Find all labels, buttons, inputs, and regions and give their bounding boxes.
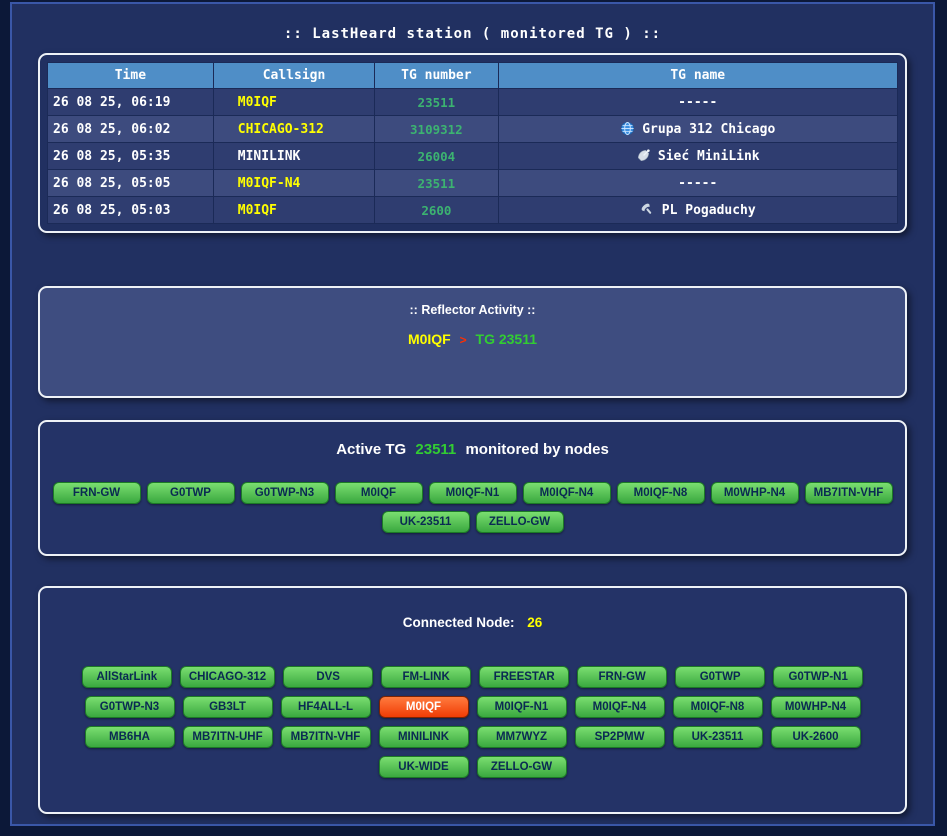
node-button-minilink[interactable]: MINILINK	[378, 726, 469, 748]
lastheard-table: Time Callsign TG number TG name 26 08 25, 0…	[47, 62, 898, 224]
cell-callsign: M0IQF	[212, 196, 376, 224]
node-button-m0iqf[interactable]: M0IQF	[334, 482, 423, 504]
cell-tg-name: Grupa 312 Chicago	[497, 115, 898, 143]
node-button-mm7wyz[interactable]: MM7WYZ	[476, 726, 567, 748]
column-header-tg-name: TG name	[497, 62, 898, 89]
cell-tg-name: Sieć MiniLink	[497, 142, 898, 170]
cell-tg-number: 2600	[374, 196, 499, 224]
column-header-callsign: Callsign	[212, 62, 376, 89]
node-button-fm-link[interactable]: FM-LINK	[381, 666, 472, 688]
connected-node-list: AllStarLink CHICAGO-312 DVS FM-LINK FREESTAR…	[50, 666, 895, 778]
satellite-icon	[636, 148, 651, 163]
table-row: 26 08 25, 05:35 MINILINK 26004 Sieć MiniLin…	[47, 142, 898, 170]
activity-arrow-icon: >	[459, 333, 467, 347]
cell-callsign: M0IQF-N4	[212, 169, 376, 197]
cell-tg-name: PL Pogaduchy	[497, 196, 898, 224]
table-row: 26 08 25, 05:03 M0IQF 2600 PL Pogaduchy	[47, 196, 898, 224]
node-button-hf4all-l[interactable]: HF4ALL-L	[280, 696, 371, 718]
node-button-uk-23511[interactable]: UK-23511	[381, 511, 470, 533]
node-button-g0twp-n3[interactable]: G0TWP-N3	[240, 482, 329, 504]
cell-callsign: M0IQF	[212, 88, 376, 116]
column-header-time: Time	[47, 62, 214, 89]
node-button-m0iqf-n1[interactable]: M0IQF-N1	[428, 482, 517, 504]
tg-name-text: Sieć MiniLink	[657, 149, 760, 164]
reflector-activity-line: M0IQF > TG 23511	[40, 331, 905, 347]
activity-target-tg: TG 23511	[475, 331, 538, 347]
node-button-frn-gw[interactable]: FRN-GW	[52, 482, 141, 504]
node-button-m0iqf-n4[interactable]: M0IQF-N4	[574, 696, 665, 718]
active-tg-panel: Active TG 23511 monitored by nodes FRN-G…	[38, 420, 907, 556]
active-tg-node-list: FRN-GW G0TWP G0TWP-N3 M0IQF M0IQF-N1 M0IQF-N4…	[48, 482, 897, 533]
node-button-zello-gw[interactable]: ZELLO-GW	[476, 756, 567, 778]
tg-name-text: PL Pogaduchy	[661, 203, 756, 218]
node-button-mb7itn-uhf[interactable]: MB7ITN-UHF	[182, 726, 273, 748]
cell-time: 26 08 25, 05:35	[47, 142, 214, 170]
table-row: 26 08 25, 06:02 CHICAGO-312 3109312 Grupa 3…	[47, 115, 898, 143]
node-button-mb7itn-vhf[interactable]: MB7ITN-VHF	[804, 482, 893, 504]
active-tg-number: 23511	[415, 441, 457, 458]
table-row: 26 08 25, 05:05 M0IQF-N4 23511 -----	[47, 169, 898, 197]
lastheard-table-body: 26 08 25, 06:19 M0IQF 23511 ----- 26 08 25, …	[47, 88, 898, 224]
node-button-zello-gw[interactable]: ZELLO-GW	[475, 511, 564, 533]
cell-tg-number: 23511	[374, 88, 499, 116]
reflector-activity-panel: :: Reflector Activity :: M0IQF > TG 2351…	[38, 286, 907, 398]
node-button-frn-gw[interactable]: FRN-GW	[577, 666, 668, 688]
active-tg-title: Active TG 23511 monitored by nodes	[48, 441, 897, 458]
connected-node-title: Connected Node: 26	[50, 615, 895, 630]
page: :: LastHeard station ( monitored TG ) ::…	[10, 2, 935, 826]
page-title: :: LastHeard station ( monitored TG ) ::	[283, 26, 662, 42]
cell-tg-name: -----	[497, 88, 898, 116]
activity-callsign: M0IQF	[407, 331, 451, 347]
cell-tg-number: 3109312	[374, 115, 499, 143]
connected-node-count: 26	[527, 615, 543, 630]
node-button-sp2pmw[interactable]: SP2PMW	[574, 726, 665, 748]
cell-time: 26 08 25, 05:05	[47, 169, 214, 197]
table-row: 26 08 25, 06:19 M0IQF 23511 -----	[47, 88, 898, 116]
cell-tg-name: -----	[497, 169, 898, 197]
connected-node-label: Connected Node:	[402, 615, 515, 630]
node-button-m0iqf[interactable]: M0IQF	[378, 696, 469, 718]
node-button-m0whp-n4[interactable]: M0WHP-N4	[770, 696, 861, 718]
cell-time: 26 08 25, 06:19	[47, 88, 214, 116]
node-button-g0twp-n1[interactable]: G0TWP-N1	[773, 666, 864, 688]
node-button-m0iqf-n4[interactable]: M0IQF-N4	[522, 482, 611, 504]
cell-callsign: CHICAGO-312	[212, 115, 376, 143]
cell-tg-number: 23511	[374, 169, 499, 197]
node-button-m0iqf-n1[interactable]: M0IQF-N1	[476, 696, 567, 718]
cell-callsign: MINILINK	[212, 142, 376, 170]
node-button-uk-23511[interactable]: UK-23511	[672, 726, 763, 748]
node-button-gb3lt[interactable]: GB3LT	[182, 696, 273, 718]
node-button-m0whp-n4[interactable]: M0WHP-N4	[710, 482, 799, 504]
node-button-uk-wide[interactable]: UK-WIDE	[378, 756, 469, 778]
node-button-m0iqf-n8[interactable]: M0IQF-N8	[616, 482, 705, 504]
node-button-uk-2600[interactable]: UK-2600	[770, 726, 861, 748]
table-header-row: Time Callsign TG number TG name	[47, 62, 898, 89]
node-button-mb7itn-vhf[interactable]: MB7ITN-VHF	[280, 726, 371, 748]
connected-nodes-panel: Connected Node: 26 AllStarLink CHICAGO-31…	[38, 586, 907, 814]
reflector-activity-title: :: Reflector Activity ::	[409, 303, 536, 317]
node-button-m0iqf-n8[interactable]: M0IQF-N8	[672, 696, 763, 718]
cell-time: 26 08 25, 06:02	[47, 115, 214, 143]
node-button-g0twp[interactable]: G0TWP	[146, 482, 235, 504]
node-button-chicago-312[interactable]: CHICAGO-312	[179, 666, 276, 688]
cell-time: 26 08 25, 05:03	[47, 196, 214, 224]
lastheard-panel: Time Callsign TG number TG name 26 08 25, 0…	[38, 53, 907, 233]
node-button-dvs[interactable]: DVS	[283, 666, 374, 688]
cell-tg-number: 26004	[374, 142, 499, 170]
node-button-freestar[interactable]: FREESTAR	[479, 666, 570, 688]
globe-icon	[620, 121, 635, 136]
active-tg-label-suffix: monitored by nodes	[465, 441, 609, 458]
tg-name-text: -----	[678, 175, 718, 191]
node-button-mb6ha[interactable]: MB6HA	[84, 726, 175, 748]
node-button-allstarlink[interactable]: AllStarLink	[81, 666, 172, 688]
tg-name-text: -----	[678, 94, 718, 110]
node-button-g0twp-n3[interactable]: G0TWP-N3	[84, 696, 175, 718]
tg-name-text: Grupa 312 Chicago	[642, 122, 776, 137]
column-header-tg-number: TG number	[374, 62, 499, 89]
node-button-g0twp[interactable]: G0TWP	[675, 666, 766, 688]
phone-icon	[640, 202, 655, 217]
active-tg-label-prefix: Active TG	[336, 441, 407, 458]
